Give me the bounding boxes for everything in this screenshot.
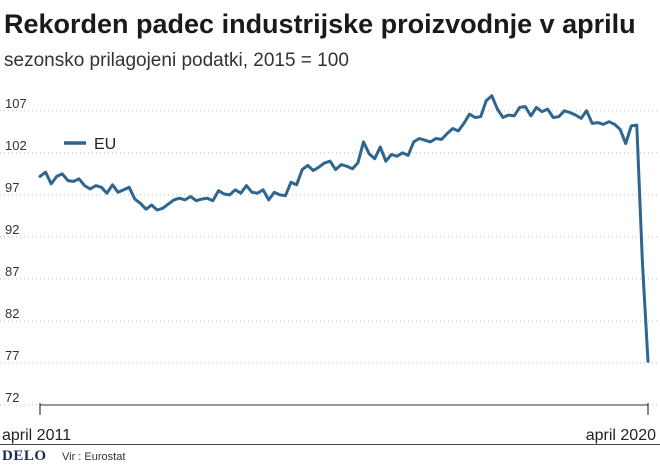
x-axis: april 2011 april 2020: [2, 403, 656, 444]
y-tick-label: 87: [5, 264, 19, 279]
y-tick-label: 82: [5, 306, 19, 321]
chart-subtitle: sezonsko prilagojeni podatki, 2015 = 100: [4, 50, 349, 71]
x-tick-label: april 2011: [2, 427, 71, 444]
source-note: Vir : Eurostat: [62, 451, 126, 463]
legend-label-eu: EU: [94, 136, 116, 153]
y-tick-label: 72: [5, 390, 19, 405]
x-tick-label: april 2020: [586, 427, 656, 444]
y-tick-label: 77: [5, 348, 19, 363]
brand-logo: DELO: [2, 448, 47, 464]
grid: [0, 110, 660, 406]
y-tick-label: 92: [5, 222, 19, 237]
y-axis-ticks: 72 77 82 87 92 97 102 107: [5, 96, 27, 405]
y-tick-label: 97: [5, 180, 19, 195]
series-layer: [38, 94, 650, 363]
chart-title: Rekorden padec industrijske proizvodnje …: [4, 9, 636, 39]
legend: EU: [64, 136, 116, 153]
y-tick-label: 107: [5, 96, 27, 111]
y-tick-label: 102: [5, 138, 27, 153]
footer: DELO Vir : Eurostat: [0, 444, 660, 473]
footer-divider: [0, 444, 660, 445]
series-line-eu: [38, 94, 650, 363]
